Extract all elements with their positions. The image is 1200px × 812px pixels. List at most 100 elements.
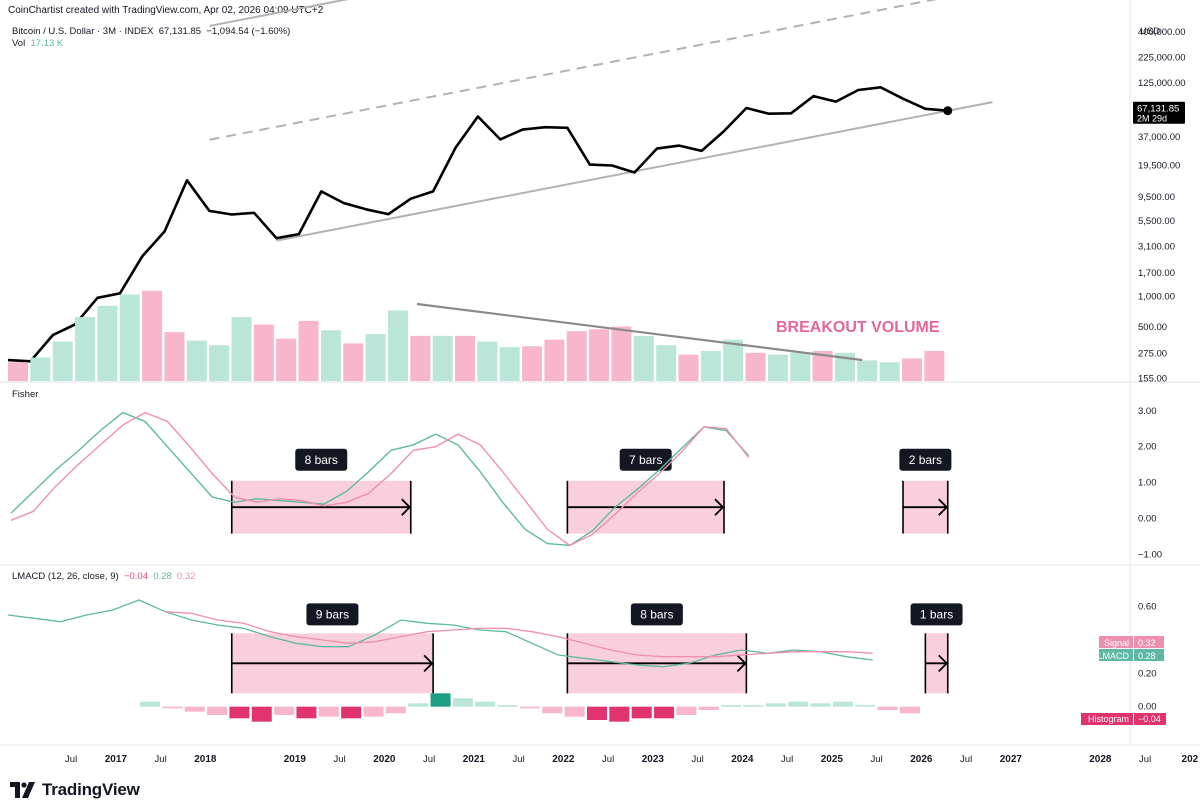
- lmacd-name-badge: [1099, 649, 1133, 661]
- lmacd-bars-label: 9 bars: [316, 607, 349, 621]
- volume-bar: [589, 329, 610, 381]
- volume-bar: [723, 339, 744, 381]
- channel-median-line: [209, 0, 938, 141]
- time-tick-label: Jul: [65, 754, 77, 765]
- time-tick-label: 2021: [463, 754, 486, 765]
- price-tick-label: 3,100.00: [1138, 241, 1175, 252]
- fisher-tick-label: 1.00: [1138, 478, 1157, 489]
- time-tick-label: 2019: [284, 754, 307, 765]
- histogram-value: −0.04: [1138, 714, 1161, 724]
- histogram-bar: [765, 703, 786, 707]
- symbol-name: Bitcoin / U.S. Dollar · 3M · INDEX: [12, 26, 154, 37]
- signal-name: Signal: [1104, 638, 1129, 648]
- lmacd-bars-label-box: [630, 603, 683, 626]
- histogram-bar: [698, 706, 719, 710]
- lmacd-line: [7, 599, 873, 668]
- histogram-name-badge: [1081, 713, 1133, 725]
- lmacd-tick-label: 0.20: [1138, 668, 1157, 679]
- last-price-dot: [943, 106, 953, 116]
- price-tick-label: 155.00: [1138, 374, 1167, 385]
- volume-bar: [186, 340, 207, 381]
- time-tick-label: 2020: [373, 754, 396, 765]
- price-tick-label: 37,000.00: [1138, 132, 1180, 143]
- histogram-bar: [743, 705, 764, 707]
- time-tick-label: 2017: [105, 754, 128, 765]
- time-tick-label: Jul: [423, 754, 435, 765]
- volume-bar: [499, 347, 520, 381]
- time-tick-label: Jul: [513, 754, 525, 765]
- fisher-tick-label: 0.00: [1138, 514, 1157, 525]
- volume-bar: [432, 335, 453, 381]
- last-time-label: 2M 29d: [1137, 114, 1167, 124]
- histogram-bar: [832, 701, 853, 707]
- fisher-bars-label: 7 bars: [629, 453, 662, 467]
- price-line: [7, 86, 948, 363]
- histogram-bar: [229, 706, 250, 719]
- histogram-bar: [296, 706, 317, 719]
- lmacd-bars-label: 8 bars: [640, 607, 673, 621]
- time-tick-label: 2018: [194, 754, 217, 765]
- price-tick-label: 225,000.00: [1138, 52, 1186, 63]
- histogram-bar: [721, 705, 742, 707]
- histogram-bar: [408, 703, 429, 707]
- lmacd-value-badge: [1134, 649, 1164, 661]
- time-tick-label: 2023: [642, 754, 665, 765]
- volume-bar: [834, 352, 855, 381]
- currency-label: USD: [1140, 26, 1161, 37]
- histogram-bar: [207, 706, 228, 715]
- time-tick-label: Jul: [602, 754, 614, 765]
- lmacd-arrow-head: [938, 654, 949, 672]
- price-tick-label: 275.00: [1138, 348, 1167, 359]
- fisher-bars-label: 8 bars: [305, 453, 338, 467]
- lmacd-line-value: 0.28: [153, 571, 172, 582]
- volume-bar: [410, 335, 431, 381]
- lmacd-value: 0.28: [1138, 651, 1156, 661]
- histogram-bar: [564, 706, 585, 717]
- price-tick-label: 5,500.00: [1138, 216, 1175, 227]
- volume-bar: [611, 326, 632, 381]
- histogram-bar: [475, 701, 496, 707]
- histogram-bar: [631, 706, 652, 719]
- volume-bar: [276, 338, 297, 381]
- volume-trendline: [416, 302, 863, 362]
- fisher-bars-label-box: [295, 448, 348, 471]
- time-tick-label: 2026: [910, 754, 933, 765]
- volume-bar: [320, 330, 341, 381]
- volume-bar: [678, 354, 699, 381]
- fisher-tick-label: −1.00: [1138, 549, 1162, 560]
- histogram-value-badge: [1134, 713, 1166, 725]
- lmacd-pane-label: LMACD (12, 26, close, 9) −0.04 0.28 0.32: [12, 571, 196, 582]
- volume-bar: [97, 305, 118, 381]
- volume-bar: [75, 317, 96, 381]
- lmacd-bars-label-box: [910, 603, 963, 626]
- volume-bar: [209, 345, 230, 381]
- histogram-bar: [341, 706, 362, 719]
- channel-upper-line: [209, 0, 349, 27]
- histogram-bar: [452, 698, 473, 707]
- volume-bar: [231, 317, 252, 381]
- price-tick-label: 125,000.00: [1138, 78, 1186, 89]
- last-price-label: 67,131.85: [1137, 104, 1179, 115]
- time-tick-label: Jul: [692, 754, 704, 765]
- time-tick-label: 2025: [821, 754, 844, 765]
- volume-bar: [365, 334, 386, 381]
- volume-legend: Vol 17.13 K: [12, 38, 63, 49]
- lmacd-tick-label: 0.00: [1138, 702, 1157, 713]
- volume-bar: [164, 332, 185, 381]
- histogram-bar: [274, 706, 295, 715]
- histogram-bar: [810, 703, 831, 707]
- volume-bar: [902, 358, 922, 381]
- time-tick-label: Jul: [334, 754, 346, 765]
- signal-name-badge: [1099, 636, 1133, 648]
- fisher-tick-label: 3.00: [1138, 406, 1157, 417]
- breakout-volume-annotation: BREAKOUT VOLUME: [776, 319, 940, 336]
- fisher-tick-label: 2.00: [1138, 442, 1157, 453]
- histogram-bar: [140, 701, 160, 707]
- volume-bar: [253, 324, 274, 381]
- lmacd-title: LMACD (12, 26, close, 9): [12, 571, 119, 582]
- volume-bar: [52, 341, 73, 381]
- volume-bar: [656, 345, 677, 381]
- histogram-name: Histogram: [1088, 714, 1129, 724]
- signal-line: [165, 611, 873, 658]
